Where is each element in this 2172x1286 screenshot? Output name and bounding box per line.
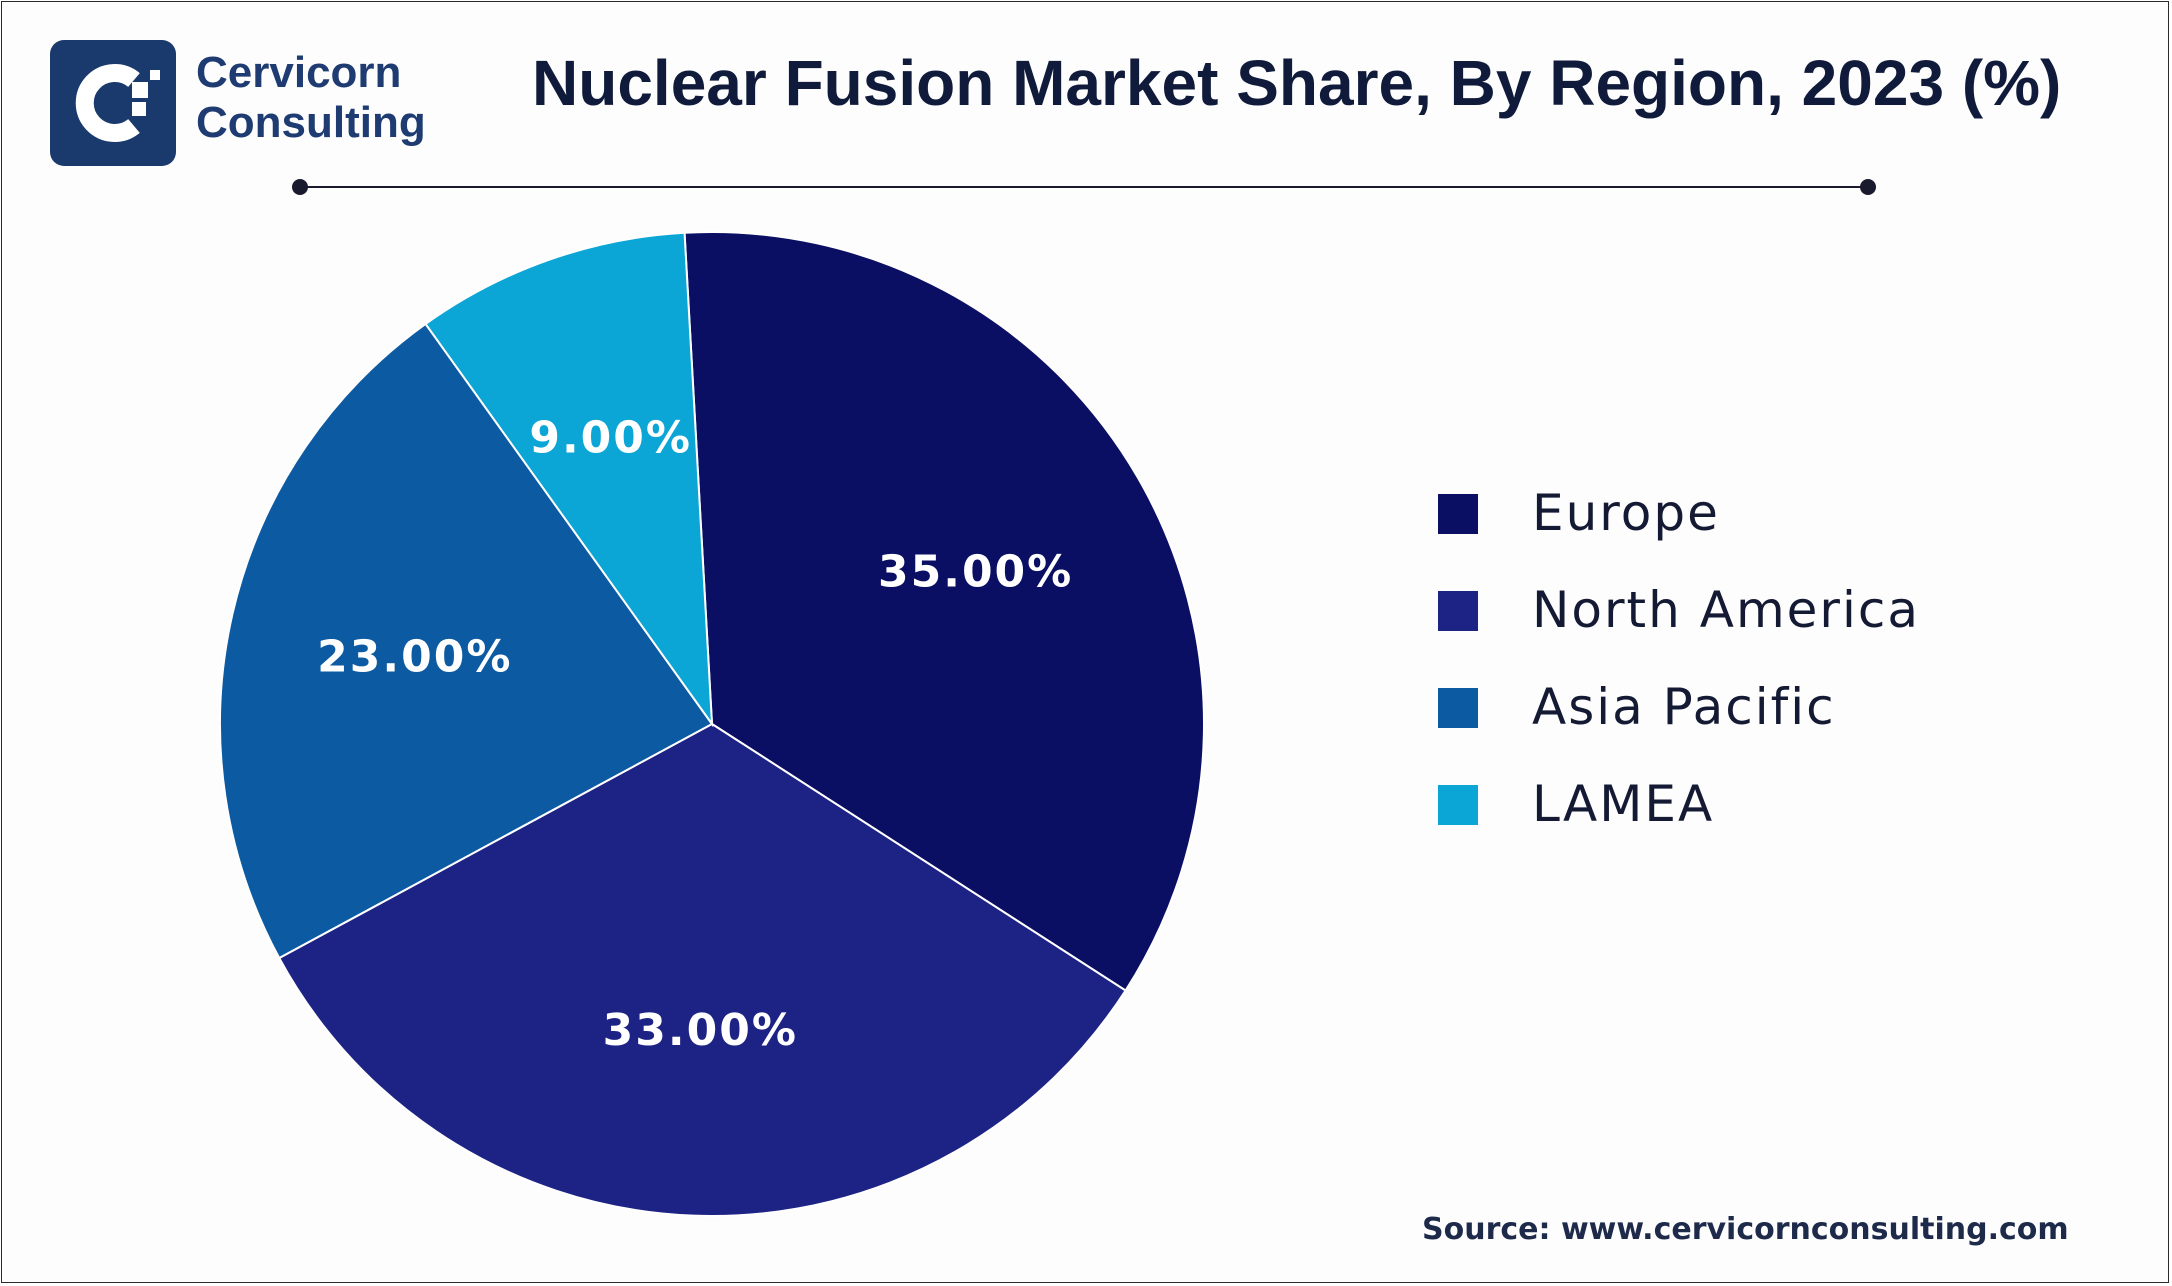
brand-name: Cervicorn Consulting (196, 48, 426, 148)
legend-swatch-north-america (1438, 591, 1478, 631)
data-label-lamea: 9.00% (529, 412, 692, 463)
legend-label-asia-pacific: Asia Pacific (1532, 678, 1836, 736)
pie-slice-north-america (277, 722, 1127, 1218)
brand-name-line2: Consulting (196, 98, 426, 147)
pie-slice-europe (683, 231, 1205, 992)
legend-label-europe: Europe (1532, 484, 1720, 542)
legend-swatch-europe (1438, 494, 1478, 534)
legend-swatch-asia-pacific (1438, 688, 1478, 728)
title-underline (300, 186, 1868, 188)
legend-label-north-america: North America (1532, 581, 1920, 639)
title-underline-left-dot (292, 179, 308, 195)
pie-slice-lamea (424, 231, 714, 728)
source-credit: Source: www.cervicornconsulting.com (1422, 1212, 2069, 1247)
pie-slice-asia-pacific (219, 322, 714, 960)
legend-label-lamea: LAMEA (1532, 775, 1715, 833)
data-label-asia-pacific: 23.00% (317, 631, 512, 682)
legend-swatch-lamea (1438, 785, 1478, 825)
brand-logo-icon (50, 40, 176, 166)
brand-logo: Cervicorn Consulting (50, 40, 470, 166)
data-label-north-america: 33.00% (603, 1005, 798, 1056)
data-label-europe: 35.00% (878, 547, 1073, 598)
brand-name-line1: Cervicorn (196, 48, 402, 97)
chart-title: Nuclear Fusion Market Share, By Region, … (532, 47, 2062, 119)
title-underline-right-dot (1860, 179, 1876, 195)
